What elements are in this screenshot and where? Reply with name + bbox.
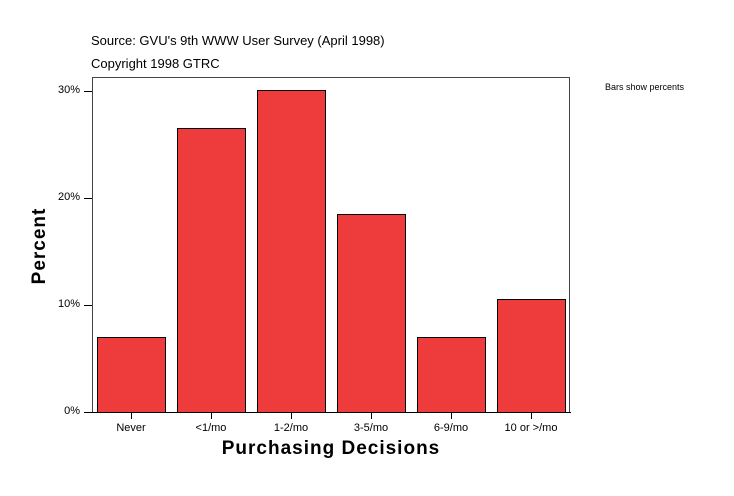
x-tick-label: 1-2/mo <box>273 422 309 434</box>
x-tick-label: 6-9/mo <box>433 422 469 434</box>
bar <box>337 214 406 413</box>
x-tick <box>131 413 132 419</box>
x-tick-label: <1/mo <box>195 422 227 434</box>
x-tick-label: 3-5/mo <box>353 422 389 434</box>
chart-source: Source: GVU's 9th WWW User Survey (April… <box>91 33 385 48</box>
x-axis-title: Purchasing Decisions <box>221 438 441 459</box>
x-tick <box>291 413 292 419</box>
x-tick-label: Never <box>116 422 146 434</box>
x-tick <box>531 413 532 419</box>
y-tick-0 <box>84 412 92 413</box>
y-tick-label: 10% <box>57 298 80 310</box>
y-tick-label: 20% <box>57 191 80 203</box>
bar <box>417 337 486 413</box>
bar <box>177 128 246 413</box>
y-tick-label: 30% <box>57 84 80 96</box>
x-axis-line <box>84 412 571 413</box>
y-tick-label: 0% <box>64 405 80 417</box>
y-axis-title: Percent <box>29 207 50 285</box>
bar <box>97 337 166 413</box>
plot-area <box>92 77 570 412</box>
y-tick-10 <box>84 305 92 306</box>
bar <box>497 299 566 413</box>
bar <box>257 90 326 413</box>
legend-note: Bars show percents <box>605 82 685 92</box>
y-tick-20 <box>84 198 92 199</box>
x-tick <box>211 413 212 419</box>
chart-copyright: Copyright 1998 GTRC <box>91 56 220 71</box>
y-tick-30 <box>84 91 92 92</box>
x-tick <box>451 413 452 419</box>
x-tick-label: 10 or >/mo <box>504 422 558 434</box>
x-tick <box>371 413 372 419</box>
